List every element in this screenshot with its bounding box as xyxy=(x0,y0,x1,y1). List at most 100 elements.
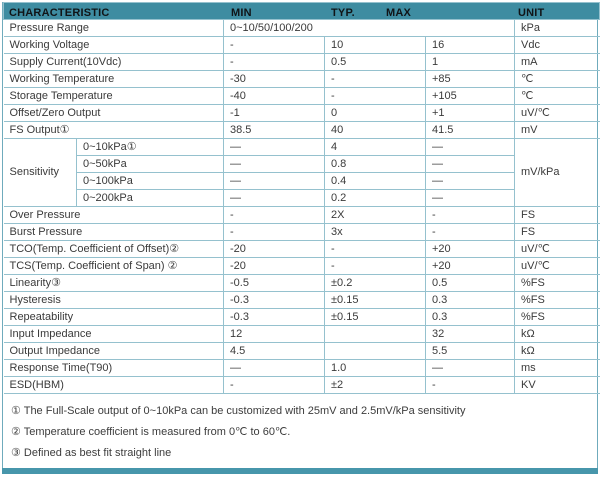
cell-unit: mA xyxy=(513,52,600,71)
table-row: TCS(Temp. Coefficient of Span) ② -20 - +… xyxy=(3,256,600,275)
cell-max: 0.5 xyxy=(425,273,515,292)
cell-unit: kΩ xyxy=(513,341,600,360)
cell-typ: ±0.2 xyxy=(324,273,426,292)
cell-typ xyxy=(324,341,426,360)
cell-characteristic: Supply Current(10Vdc) xyxy=(3,52,224,71)
header-max: MAX xyxy=(386,7,412,19)
table-row: FS Output① 38.5 40 41.5 mV xyxy=(3,120,600,139)
cell-unit: FS xyxy=(513,222,600,241)
table-row: Working Temperature -30 - +85 ℃ xyxy=(3,69,600,88)
cell-unit: uV/℃ xyxy=(513,103,600,122)
footnote-1: ① The Full-Scale output of 0~10kPa can b… xyxy=(11,404,466,417)
cell-unit: ms xyxy=(513,358,600,377)
cell-typ: - xyxy=(324,239,426,258)
header-row: CHARACTERISTIC MIN TYP. MAX UNIT xyxy=(2,2,600,20)
cell-characteristic: Linearity③ xyxy=(3,273,224,292)
cell-characteristic: Input Impedance xyxy=(3,324,224,343)
cell-typ: 1.0 xyxy=(324,358,426,377)
cell-min: — xyxy=(223,137,325,156)
cell-unit: ℃ xyxy=(513,86,600,105)
table-row-sensitivity: Sensitivity 0~10kPa① — 4 — mV/kPa xyxy=(3,137,600,207)
bottom-border-bar xyxy=(2,467,598,474)
cell-unit: %FS xyxy=(513,290,600,309)
table-row-sensitivity: 0~200kPa — 0.2 — xyxy=(4,188,600,207)
cell-min: — xyxy=(223,188,325,207)
cell-min: -20 xyxy=(223,256,325,275)
cell-min: -0.3 xyxy=(223,290,325,309)
cell-max: — xyxy=(425,137,515,156)
cell-characteristic: TCO(Temp. Coefficient of Offset)② xyxy=(3,239,224,258)
cell-typ: ±0.15 xyxy=(324,290,426,309)
cell-characteristic: Output Impedance xyxy=(3,341,224,360)
cell-min: - xyxy=(223,375,325,394)
table-row: Hysteresis -0.3 ±0.15 0.3 %FS xyxy=(3,290,600,309)
cell-range: 0~200kPa xyxy=(76,188,224,207)
cell-unit: KV xyxy=(513,375,600,394)
table-row-sensitivity: 0~50kPa — 0.8 — xyxy=(4,154,600,173)
cell-min: — xyxy=(223,171,325,190)
cell-max: — xyxy=(425,188,515,207)
table-row: Input Impedance 12 32 kΩ xyxy=(3,324,600,343)
table-row: Over Pressure - 2X - FS xyxy=(3,205,600,224)
cell-typ: 2X xyxy=(324,205,426,224)
cell-typ: 0.2 xyxy=(324,188,426,207)
cell-max: 41.5 xyxy=(425,120,515,139)
cell-max: +1 xyxy=(425,103,515,122)
cell-max: +105 xyxy=(425,86,515,105)
table-row: Output Impedance 4.5 5.5 kΩ xyxy=(3,341,600,360)
table-row: TCO(Temp. Coefficient of Offset)② -20 - … xyxy=(3,239,600,258)
cell-characteristic: Over Pressure xyxy=(3,205,224,224)
cell-characteristic: FS Output① xyxy=(3,120,224,139)
cell-group-label: Sensitivity xyxy=(3,137,77,207)
footnote-3: ③ Defined as best fit straight line xyxy=(11,446,172,459)
cell-typ: 40 xyxy=(324,120,426,139)
cell-characteristic: Working Temperature xyxy=(3,69,224,88)
cell-characteristic: ESD(HBM) xyxy=(3,375,224,394)
cell-min: -1 xyxy=(223,103,325,122)
table-row: Linearity③ -0.5 ±0.2 0.5 %FS xyxy=(3,273,600,292)
cell-typ: 0 xyxy=(324,103,426,122)
cell-min: -30 xyxy=(223,69,325,88)
cell-min: - xyxy=(223,222,325,241)
cell-max: +20 xyxy=(425,239,515,258)
cell-min: - xyxy=(223,52,325,71)
footnote-2: ② Temperature coefficient is measured fr… xyxy=(11,425,291,438)
cell-max: — xyxy=(425,358,515,377)
table-row: Storage Temperature -40 - +105 ℃ xyxy=(3,86,600,105)
cell-typ: 3x xyxy=(324,222,426,241)
cell-unit: %FS xyxy=(513,307,600,326)
cell-unit: %FS xyxy=(513,273,600,292)
cell-min: - xyxy=(223,205,325,224)
cell-max: 0.3 xyxy=(425,290,515,309)
cell-characteristic: Burst Pressure xyxy=(3,222,224,241)
cell-min: -0.3 xyxy=(223,307,325,326)
cell-max: — xyxy=(425,171,515,190)
cell-min: 38.5 xyxy=(223,120,325,139)
cell-max: 32 xyxy=(425,324,515,343)
footnotes: ① The Full-Scale output of 0~10kPa can b… xyxy=(3,394,597,468)
cell-min: -0.5 xyxy=(223,273,325,292)
table-row: Repeatability -0.3 ±0.15 0.3 %FS xyxy=(3,307,600,326)
table-row: ESD(HBM) - ±2 - KV xyxy=(3,375,600,394)
header-bar: CHARACTERISTIC MIN TYP. MAX UNIT xyxy=(2,2,600,20)
cell-max: - xyxy=(425,222,515,241)
table-row: Supply Current(10Vdc) - 0.5 1 mA xyxy=(3,52,600,71)
cell-typ: - xyxy=(324,69,426,88)
table-row: Pressure Range 0~10/50/100/200 kPa xyxy=(3,18,600,37)
cell-typ: 0.8 xyxy=(324,154,426,173)
cell-value-merged: 0~10/50/100/200 xyxy=(223,18,515,37)
table-row: Working Voltage - 10 16 Vdc xyxy=(3,35,600,54)
cell-min: -20 xyxy=(223,239,325,258)
cell-range: 0~50kPa xyxy=(76,154,224,173)
cell-max: 5.5 xyxy=(425,341,515,360)
table-row: Burst Pressure - 3x - FS xyxy=(3,222,600,241)
cell-characteristic: Repeatability xyxy=(3,307,224,326)
cell-characteristic: Response Time(T90) xyxy=(3,358,224,377)
cell-max: — xyxy=(425,154,515,173)
cell-characteristic: Hysteresis xyxy=(3,290,224,309)
table-header: CHARACTERISTIC MIN TYP. MAX UNIT xyxy=(2,2,600,20)
cell-characteristic: Working Voltage xyxy=(3,35,224,54)
datasheet-spec-sheet: CHARACTERISTIC MIN TYP. MAX UNIT Pressur… xyxy=(2,2,600,474)
cell-range: 0~10kPa① xyxy=(76,137,224,156)
cell-unit: uV/℃ xyxy=(513,256,600,275)
